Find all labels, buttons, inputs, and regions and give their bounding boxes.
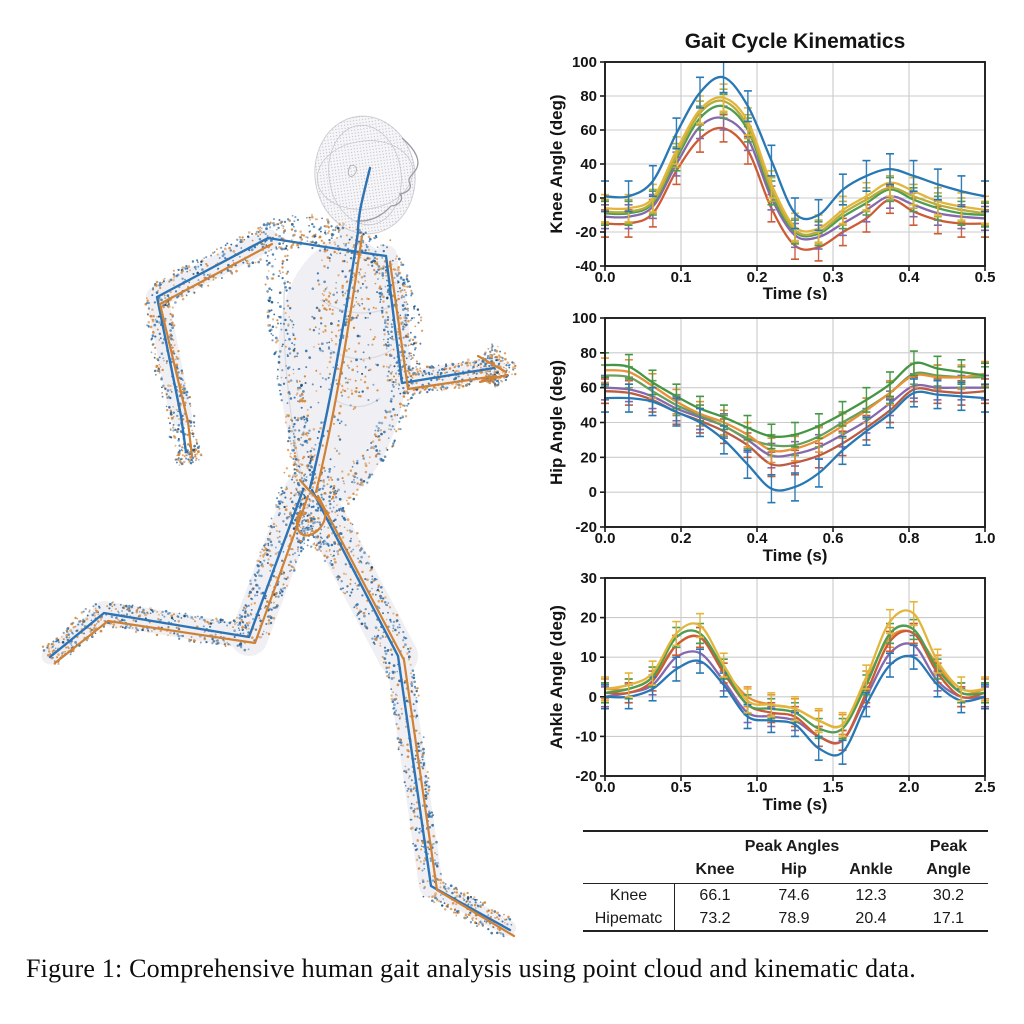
cell-value: 12.3 xyxy=(855,887,887,904)
x-tick-label: 2.5 xyxy=(975,779,996,796)
cell-value: 30.2 xyxy=(932,887,965,904)
x-tick-label: 2.0 xyxy=(899,779,920,796)
y-tick-label: 80 xyxy=(580,88,597,105)
x-tick-label: 1.5 xyxy=(823,779,844,796)
x-axis-label: Time (s) xyxy=(763,546,828,565)
table-col5-header-line1: Peak xyxy=(929,838,968,855)
x-tick-label: 0.2 xyxy=(671,530,692,547)
x-tick-label: 0.6 xyxy=(823,530,844,547)
y-tick-label: -20 xyxy=(575,224,597,241)
x-tick-label: 0.0 xyxy=(595,269,616,286)
y-tick-label: 100 xyxy=(572,310,597,327)
x-tick-label: 0.3 xyxy=(823,269,844,286)
table-col-hip: Hip xyxy=(781,861,807,878)
point-cloud-figure xyxy=(41,115,517,938)
y-tick-label: 20 xyxy=(580,610,597,627)
chart-title: Gait Cycle Kinematics xyxy=(685,30,906,53)
x-tick-label: 0.5 xyxy=(671,779,692,796)
x-tick-label: 0.1 xyxy=(671,269,692,286)
y-tick-label: 30 xyxy=(580,570,597,587)
y-tick-label: -40 xyxy=(575,258,597,275)
hip-angle-chart: 0.0 0.2 0.4 0.6 0.8 1.0 100 80 60 40 20 0 -20 Time (s… xyxy=(547,310,995,565)
table-col-ankle: Ankle xyxy=(849,861,893,878)
y-axis-label: Ankle Angle (deg) xyxy=(547,605,566,749)
y-tick-label: 10 xyxy=(580,649,597,666)
x-tick-label: 0.2 xyxy=(747,269,768,286)
cell-value: 17.1 xyxy=(932,910,965,927)
cell-value: 74.6 xyxy=(778,887,810,904)
face-profile xyxy=(347,137,419,222)
y-tick-label: -20 xyxy=(575,768,597,785)
y-tick-label: 0 xyxy=(589,190,597,207)
table-col-knee: Knee xyxy=(695,861,735,878)
x-tick-label: 1.0 xyxy=(747,779,768,796)
cell-value: 66.1 xyxy=(699,887,731,904)
figure-caption: Figure 1: Comprehensive human gait analy… xyxy=(26,954,916,983)
ankle-angle-chart: 0.0 0.5 1.0 1.5 2.0 2.5 30 20 10 0 -10 -20 Time (s) A… xyxy=(547,570,995,814)
y-tick-label: 100 xyxy=(572,54,597,71)
row-label: Hipematc xyxy=(583,907,675,930)
series-blue xyxy=(601,61,989,232)
table-col5-header-line2: Angle xyxy=(926,861,971,878)
y-tick-label: -10 xyxy=(575,728,597,745)
x-tick-label: 0.5 xyxy=(975,269,996,286)
x-axis-label: Time (s) xyxy=(763,284,828,300)
y-tick-label: 0 xyxy=(589,689,597,706)
y-tick-label: 60 xyxy=(580,122,597,139)
point-cloud-dots xyxy=(41,213,517,938)
x-axis-label: Time (s) xyxy=(763,795,828,814)
knee-angle-chart: 0.0 0.1 0.2 0.3 0.4 0.5 100 80 60 40 0 -20 -40 Gait C… xyxy=(547,30,995,300)
y-tick-label: 40 xyxy=(580,156,597,173)
plot-area: 0.0 0.5 1.0 1.5 2.0 2.5 30 20 10 0 -10 -20 Time (s) A… xyxy=(547,570,995,814)
x-tick-label: 0.0 xyxy=(595,779,616,796)
table-header-row-2: Knee Hip Ankle Angle xyxy=(583,858,988,884)
plot-area: 0.0 0.1 0.2 0.3 0.4 0.5 100 80 60 40 0 -20 -40 Gait C… xyxy=(547,30,995,300)
y-tick-label: -20 xyxy=(575,519,597,536)
table-group-header: Peak Angles xyxy=(744,838,840,855)
y-tick-label: 40 xyxy=(580,415,597,432)
x-tick-label: 0.4 xyxy=(899,269,921,286)
table-header-row-1: Peak Angles Peak xyxy=(583,832,988,858)
y-tick-label: 60 xyxy=(580,380,597,397)
row-label: Knee xyxy=(583,884,675,907)
y-axis-label: Knee Angle (deg) xyxy=(547,94,566,233)
table-row: Hipematc 73.2 78.9 20.4 17.1 xyxy=(583,907,988,930)
x-tick-label: 0.0 xyxy=(595,530,616,547)
plot-area: 0.0 0.2 0.4 0.6 0.8 1.0 100 80 60 40 20 0 -20 Time (s… xyxy=(547,310,995,565)
body-silhouette xyxy=(41,179,516,936)
series-gold xyxy=(601,600,989,738)
wireframe-head xyxy=(314,115,416,235)
skeleton-blue xyxy=(48,166,512,932)
y-axis-label: Hip Angle (deg) xyxy=(547,360,566,485)
table-row: Knee 66.1 74.6 12.3 30.2 xyxy=(583,884,988,907)
y-tick-label: 80 xyxy=(580,345,597,362)
skeleton-orange xyxy=(53,234,516,938)
cell-value: 20.4 xyxy=(855,910,887,927)
x-tick-label: 0.4 xyxy=(747,530,769,547)
x-tick-label: 1.0 xyxy=(975,530,996,547)
y-tick-label: 0 xyxy=(589,484,597,501)
y-tick-label: 20 xyxy=(580,449,597,466)
peak-angles-table: Peak Angles Peak Knee Hip Ankle Angle Kn… xyxy=(583,830,988,932)
x-tick-label: 0.8 xyxy=(899,530,920,547)
cell-value: 73.2 xyxy=(699,910,731,927)
cell-value: 78.9 xyxy=(778,910,810,927)
